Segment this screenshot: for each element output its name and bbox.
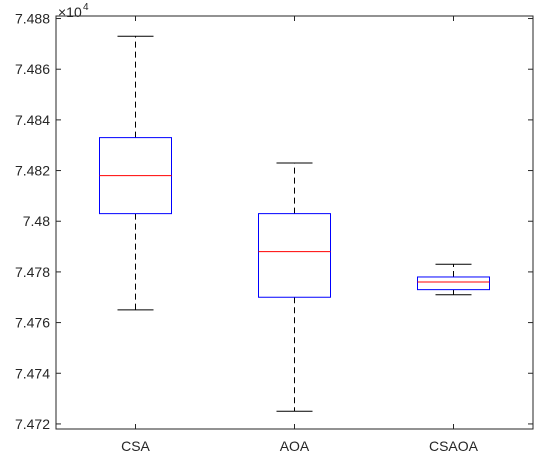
y-multiplier-base: ×10 [58,4,82,20]
boxes-group [99,35,490,412]
y-tick-label: 7.472 [15,416,50,432]
x-tick-label: CSA [121,438,150,454]
x-axis-ticks: CSA AOA CSAOA [121,16,479,454]
box-csa [99,35,172,311]
y-tick-label: 7.488 [15,11,50,27]
x-tick-label: AOA [280,438,310,454]
iqr-box [258,213,331,298]
box-aoa [258,162,331,412]
y-multiplier-exponent: 4 [83,2,89,13]
box-csaoa [417,263,490,296]
y-tick-label: 7.482 [15,163,50,179]
y-axis-ticks: 7.472 7.474 7.476 7.478 7.48 7.482 7.484 7.486 7… [15,11,533,432]
y-tick-label: 7.476 [15,315,50,331]
x-tick-label: CSAOA [429,438,479,454]
plot-area [55,15,534,430]
y-tick-label: 7.478 [15,264,50,280]
y-tick-label: 7.484 [15,112,50,128]
y-tick-label: 7.48 [23,213,50,229]
y-tick-label: 7.474 [15,365,50,381]
iqr-box [417,276,490,291]
y-tick-label: 7.486 [15,61,50,77]
